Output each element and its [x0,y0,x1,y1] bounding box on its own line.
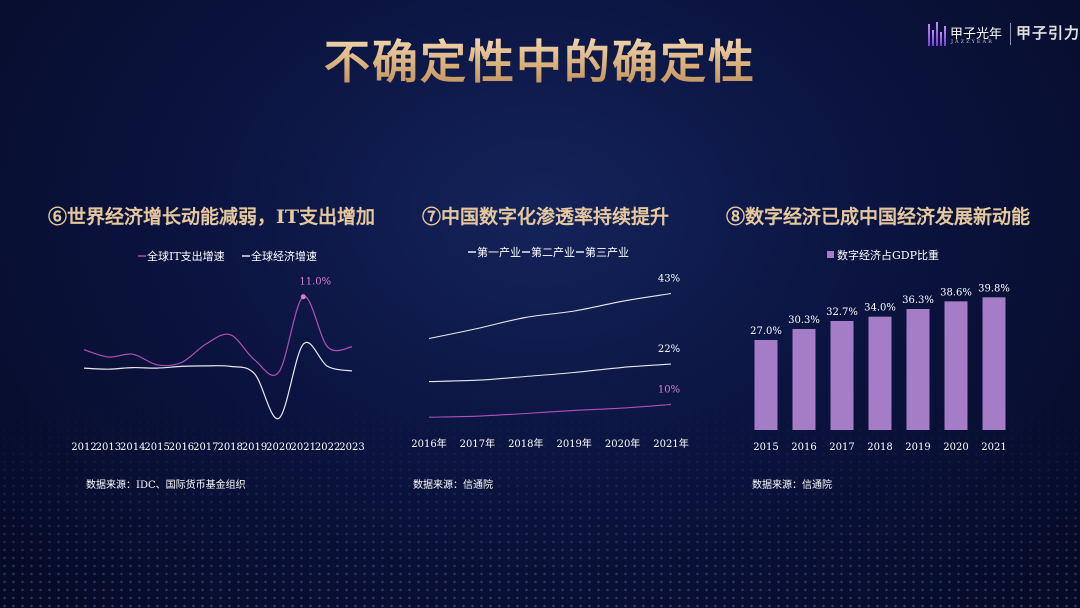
x-tick-label: 2022 [315,442,340,453]
end-value-label: 43% [658,274,680,285]
series-line [428,292,672,340]
bar [944,301,968,430]
x-tick-label: 2020 [266,442,291,453]
x-tick-label: 2021年 [653,437,688,450]
end-value-label: 22% [658,344,680,355]
x-tick-label: 2018 [217,442,242,453]
logo-subtext: JAZZYEAR [951,39,994,45]
chart-it-vs-economy: 全球IT支出增速 全球经济增速11.0%201220132014201520162… [71,249,364,453]
bar [868,316,892,430]
legend-item: 第一产业 [477,245,521,259]
x-tick-label: 2018年 [508,437,543,450]
source-note-2: 数据来源：信通院 [413,480,493,491]
peak-marker [300,294,306,300]
x-tick-label: 2019 [242,442,267,453]
x-tick-label: 2013 [96,442,121,453]
x-tick-label: 2015 [753,442,778,453]
x-tick-label: 2018 [867,442,892,453]
x-tick-label: 2023 [339,442,364,453]
legend-item: 全球经济增速 [251,249,317,263]
x-tick-label: 2019年 [556,437,591,450]
legend-item: 数字经济占GDP比重 [837,248,939,262]
legend-item: 第二产业 [531,245,575,259]
legend-item: 全球IT支出增速 [147,249,225,263]
event-logo-text: 甲子引力 [1016,24,1080,42]
logo-divider [1010,23,1011,45]
section-title-1: ⑥世界经济增长动能减弱，IT支出增加 [48,206,376,228]
chart-digital-economy-gdp: 数字经济占GDP比重 27.0% 2015 30.3% 2016 32.7% 2017 34.… [750,248,1010,453]
x-tick-label: 2019 [905,442,930,453]
source-note-1: 数据来源：IDC、国际货币基金组织 [86,480,246,491]
bar-value-label: 30.3% [788,315,820,326]
background-dot-wave [0,378,1080,608]
logo-bars-icon [928,22,946,46]
x-tick-label: 2021 [291,442,316,453]
x-tick-label: 2012 [71,442,96,453]
x-tick-label: 2017年 [460,437,495,450]
series-line [428,403,672,418]
bar-value-label: 27.0% [750,326,782,337]
page-title: 不确定性中的确定性 [0,26,1080,92]
legend-item: 第三产业 [585,245,629,259]
x-tick-label: 2017 [829,442,854,453]
bar-value-label: 32.7% [826,307,858,318]
x-tick-label: 2021 [981,442,1006,453]
bar [982,297,1006,430]
logo-text: 甲子光年 [950,27,1003,42]
series-line [428,363,672,383]
x-tick-label: 2014 [120,442,145,453]
section-title-2: ⑦中国数字化渗透率持续提升 [422,206,670,228]
end-value-label: 10% [658,384,680,395]
logo: 甲子光年 JAZZYEAR 甲子引力 [928,20,1079,48]
bar-value-label: 38.6% [940,287,972,298]
bar [754,340,778,430]
bar-value-label: 34.0% [864,303,896,314]
section-title-3: ⑧数字经济已成中国经济发展新动能 [726,206,1031,228]
series-line [83,296,353,376]
x-tick-label: 2016 [791,442,816,453]
bar [830,321,854,430]
legend-swatch [827,251,834,258]
bar [792,329,816,430]
bar [906,309,930,430]
x-tick-label: 2016年 [411,437,446,450]
series-line [83,341,353,419]
x-tick-label: 2016 [169,442,194,453]
peak-label: 11.0% [299,277,331,288]
source-note-3: 数据来源：信通院 [752,480,832,491]
x-tick-label: 2020年 [605,437,640,450]
x-tick-label: 2015 [144,442,169,453]
x-tick-label: 2020 [943,442,968,453]
chart-digital-penetration: 第一产业 第二产业 第三产业 10% 22% 43% 2016年 2017年 2018年 2019… [411,245,688,450]
bar-value-label: 36.3% [902,295,934,306]
bar-value-label: 39.8% [978,283,1010,294]
x-tick-label: 2017 [193,442,218,453]
